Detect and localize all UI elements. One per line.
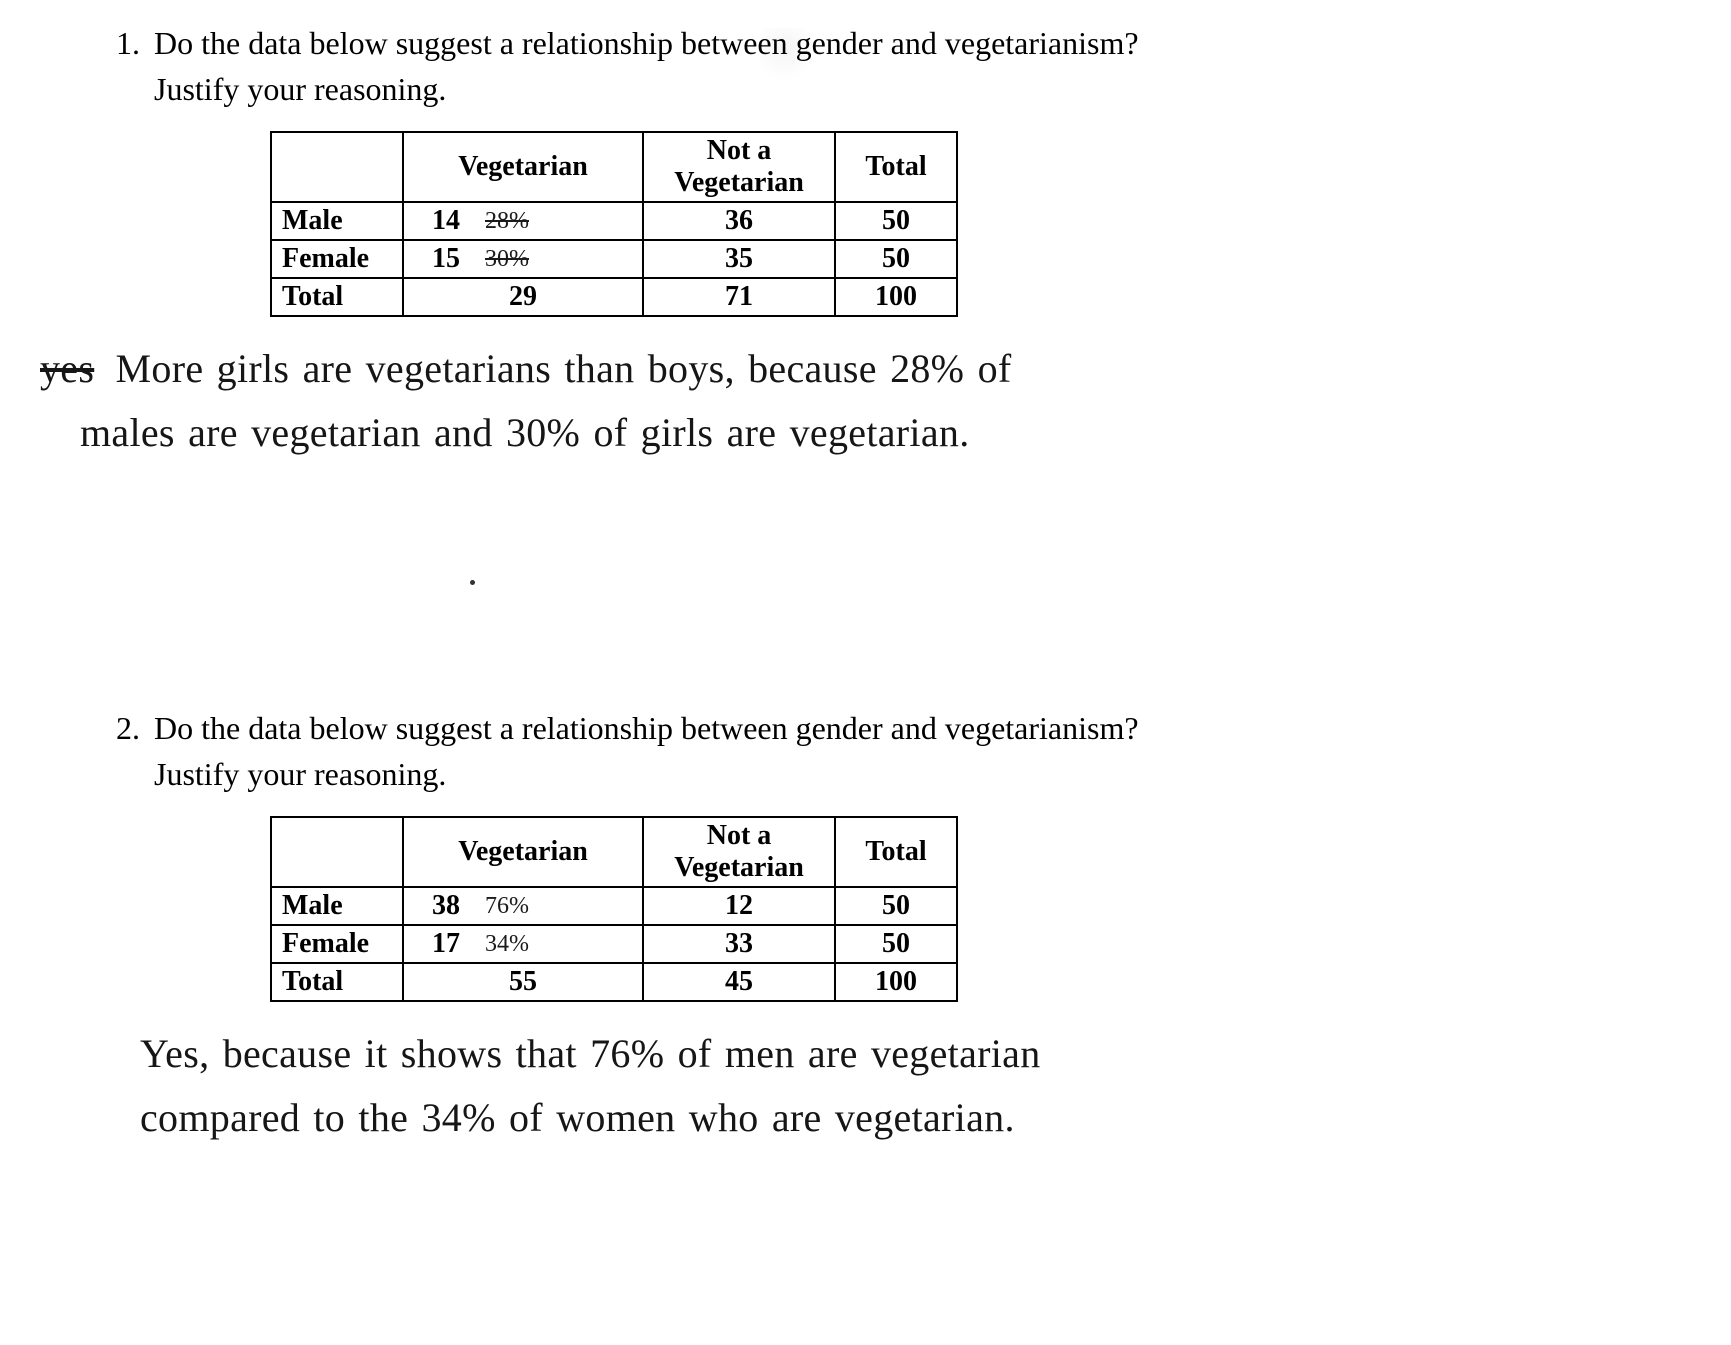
question-2-number: 2. <box>80 705 154 798</box>
cell-total-total: 100 <box>835 963 957 1001</box>
cell-hand-annot: 28% <box>485 208 529 235</box>
table-row: Male 14 28% 36 50 <box>271 202 957 240</box>
row-label-male: Male <box>271 887 403 925</box>
table-header-total: Total <box>835 132 957 202</box>
cell-female-total: 50 <box>835 240 957 278</box>
cell-value: 15 <box>432 243 460 274</box>
cell-female-veg: 17 34% <box>403 925 643 963</box>
question-1: 1. Do the data below suggest a relations… <box>80 20 1671 465</box>
cell-value: 38 <box>432 890 460 921</box>
handwritten-line: males are vegetarian and 30% of girls ar… <box>80 410 970 455</box>
question-2-table-wrap: Vegetarian Not aVegetarian Total Male 38… <box>270 816 1671 1002</box>
cell-total-veg: 55 <box>403 963 643 1001</box>
scan-speck <box>470 580 475 585</box>
question-2-line2: Justify your reasoning. <box>154 756 446 792</box>
row-label-male: Male <box>271 202 403 240</box>
table-header-blank <box>271 132 403 202</box>
cell-total-notveg: 45 <box>643 963 835 1001</box>
table-header-vegetarian: Vegetarian <box>403 817 643 887</box>
question-1-prompt: 1. Do the data below suggest a relations… <box>80 20 1671 113</box>
question-1-line2: Justify your reasoning. <box>154 71 446 107</box>
question-1-table-wrap: Vegetarian Not aVegetarian Total Male 14… <box>270 131 1671 317</box>
worksheet-page: 1. Do the data below suggest a relations… <box>0 0 1731 1345</box>
table-header-vegetarian: Vegetarian <box>403 132 643 202</box>
question-1-line1: Do the data below suggest a relationship… <box>154 25 1139 61</box>
table-header-total: Total <box>835 817 957 887</box>
row-label-total: Total <box>271 963 403 1001</box>
table-row: Total 55 45 100 <box>271 963 957 1001</box>
cell-hand-annot: 30% <box>485 246 529 273</box>
question-2-text: Do the data below suggest a relationship… <box>154 705 1671 798</box>
table-header-not-vegetarian: Not aVegetarian <box>643 817 835 887</box>
handwritten-line: compared to the 34% of women who are veg… <box>140 1095 1015 1140</box>
table-row: Female 15 30% 35 50 <box>271 240 957 278</box>
question-1-number: 1. <box>80 20 154 113</box>
cell-female-notveg: 35 <box>643 240 835 278</box>
row-label-female: Female <box>271 925 403 963</box>
row-label-total: Total <box>271 278 403 316</box>
question-2-table: Vegetarian Not aVegetarian Total Male 38… <box>270 816 958 1002</box>
table-row: Total 29 71 100 <box>271 278 957 316</box>
cell-male-notveg: 12 <box>643 887 835 925</box>
handwritten-line: Yes, because it shows that 76% of men ar… <box>140 1031 1041 1076</box>
cell-hand-annot: 34% <box>485 931 529 958</box>
cell-total-notveg: 71 <box>643 278 835 316</box>
question-1-text: Do the data below suggest a relationship… <box>154 20 1671 113</box>
table-header-row: Vegetarian Not aVegetarian Total <box>271 817 957 887</box>
table-row: Male 38 76% 12 50 <box>271 887 957 925</box>
table-header-blank <box>271 817 403 887</box>
question-2-prompt: 2. Do the data below suggest a relations… <box>80 705 1671 798</box>
cell-male-total: 50 <box>835 887 957 925</box>
question-1-table: Vegetarian Not aVegetarian Total Male 14… <box>270 131 958 317</box>
cell-female-veg: 15 30% <box>403 240 643 278</box>
handwritten-struck-prefix: yes <box>40 337 94 401</box>
handwritten-line: More girls are vegetarians than boys, be… <box>116 346 1012 391</box>
question-2-handwritten-answer: Yes, because it shows that 76% of men ar… <box>140 1022 1671 1150</box>
cell-male-veg: 14 28% <box>403 202 643 240</box>
table-header-not-vegetarian: Not aVegetarian <box>643 132 835 202</box>
vertical-spacer <box>80 525 1671 705</box>
cell-male-notveg: 36 <box>643 202 835 240</box>
table-row: Female 17 34% 33 50 <box>271 925 957 963</box>
cell-total-veg: 29 <box>403 278 643 316</box>
question-2: 2. Do the data below suggest a relations… <box>80 705 1671 1150</box>
cell-male-total: 50 <box>835 202 957 240</box>
table-header-row: Vegetarian Not aVegetarian Total <box>271 132 957 202</box>
cell-value: 17 <box>432 928 460 959</box>
question-1-handwritten-answer: yes More girls are vegetarians than boys… <box>80 337 1671 465</box>
cell-hand-annot: 76% <box>485 893 529 920</box>
cell-female-total: 50 <box>835 925 957 963</box>
cell-male-veg: 38 76% <box>403 887 643 925</box>
question-2-line1: Do the data below suggest a relationship… <box>154 710 1139 746</box>
row-label-female: Female <box>271 240 403 278</box>
cell-female-notveg: 33 <box>643 925 835 963</box>
cell-total-total: 100 <box>835 278 957 316</box>
cell-value: 14 <box>432 205 460 236</box>
